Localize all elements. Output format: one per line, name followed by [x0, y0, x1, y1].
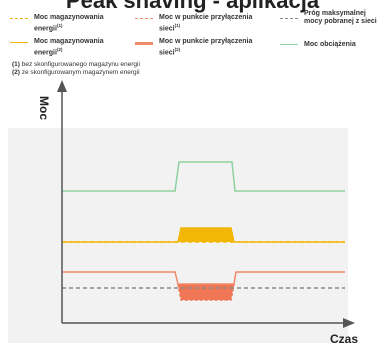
footnote-2: (2) ze skonfigurowanym magazynem energii [12, 69, 140, 76]
legend-label: Moc magazynowania energii(2) [34, 38, 104, 57]
legend-item-load-power: Moc obciążenia [280, 41, 385, 49]
grid-power-line-1 [177, 283, 235, 301]
legend-swatch [280, 18, 298, 19]
legend-item-grid-power-2: Moc w punkcie przyłączenia sieci(2) [135, 38, 255, 57]
legend-label: Moc w punkcie przyłączenia sieci(2) [159, 38, 253, 57]
plot-background [8, 128, 348, 343]
legend-label: Moc w punkcie przyłączenia sieci(1) [159, 14, 253, 33]
legend-swatch [280, 44, 298, 45]
legend-swatch [10, 18, 28, 19]
x-axis-arrow-icon [343, 318, 355, 328]
legend-swatch [135, 42, 153, 45]
grid-power-area-2 [178, 284, 234, 300]
legend-label: Moc obciążenia [304, 41, 356, 48]
y-axis-arrow-icon [57, 80, 67, 92]
legend-label: Moc magazynowania energii(1) [34, 14, 104, 33]
y-axis-label: Moc [37, 96, 51, 120]
grid-power-line-2 [62, 271, 345, 285]
legend-item-storage-power-1: Moc magazynowania energii(1) [10, 14, 120, 33]
storage-power-line-2 [62, 227, 345, 243]
diagram-title: Peak shaving - aplikacja [65, 0, 320, 13]
legend-item-grid-power-1: Moc w punkcie przyłączenia sieci(1) [135, 14, 255, 33]
legend-swatch [10, 42, 28, 43]
footnote-1: (1) bez skonfigurowanego magazynu energi… [12, 61, 140, 68]
legend-label: Próg maksymalnej mocy pobranej z sieci [304, 10, 377, 25]
storage-power-area-2 [178, 228, 234, 242]
load-power-line [62, 161, 345, 192]
legend-item-max-grid-threshold: Próg maksymalnej mocy pobranej z sieci [280, 10, 385, 26]
footnotes: (1) bez skonfigurowanego magazynu energi… [12, 61, 140, 77]
x-axis-label: Czas [330, 332, 359, 346]
legend-item-storage-power-2: Moc magazynowania energii(2) [10, 38, 120, 57]
legend-swatch [135, 18, 153, 19]
